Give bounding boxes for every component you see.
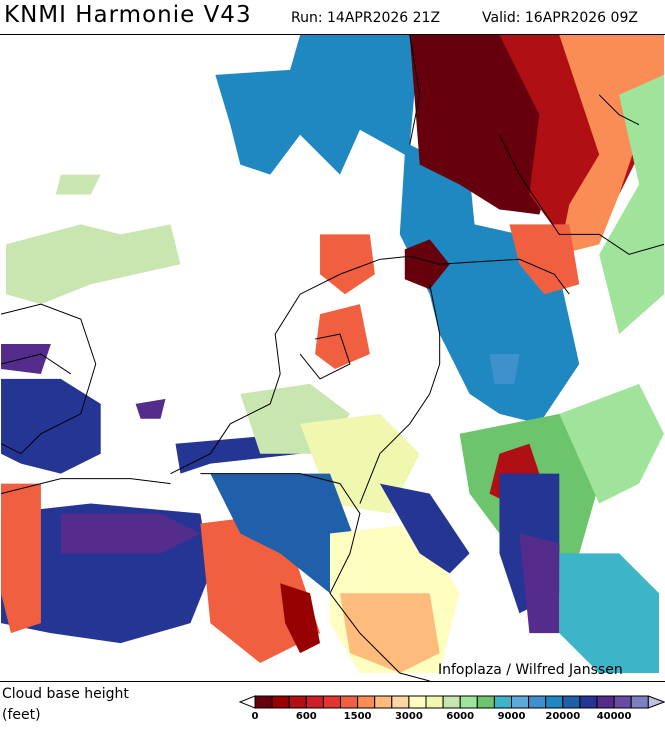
cloud-base-region — [135, 398, 166, 419]
credit-label: Infoplaza / Wilfred Janssen — [438, 662, 623, 678]
valid-time: Valid: 16APR2026 09Z — [482, 10, 638, 26]
cloud-base-region — [55, 174, 101, 195]
legend-color-box — [613, 695, 632, 709]
legend-tick-label: 6000 — [446, 711, 474, 722]
legend-color-box — [630, 695, 649, 709]
legend-tick-label: 20000 — [545, 711, 580, 722]
legend-tick-label: 1500 — [344, 711, 372, 722]
cloud-base-region — [315, 304, 370, 369]
cloud-base-region — [339, 593, 440, 674]
legend-tick-label: 0 — [252, 711, 259, 722]
legend-color-box — [442, 695, 461, 709]
cloud-base-region — [1, 378, 101, 474]
cloud-base-region — [519, 533, 560, 634]
legend-color-box — [425, 695, 444, 709]
legend-color-box — [596, 695, 615, 709]
legend-caption: Cloud base height — [2, 686, 129, 702]
cloud-base-region — [60, 513, 201, 554]
legend-color-box — [271, 695, 290, 709]
legend-color-box — [528, 695, 547, 709]
legend-tick-label: 9000 — [498, 711, 526, 722]
legend-color-box — [254, 695, 273, 709]
color-legend: 0 600 1500 3000 6000 9000 20000 40000 — [238, 695, 665, 722]
cloud-base-region — [404, 239, 450, 290]
coastline-border — [499, 134, 665, 255]
legend-color-box — [391, 695, 410, 709]
legend-color-box — [305, 695, 324, 709]
legend-color-box — [322, 695, 342, 709]
cloud-base-region — [509, 224, 580, 295]
cloud-base-region — [280, 583, 321, 654]
cloud-base-region — [599, 74, 664, 335]
legend-color-box — [357, 695, 376, 709]
coastline-border — [598, 94, 640, 126]
cloud-base-region — [215, 35, 580, 424]
legend-color-box — [476, 695, 495, 709]
legend-tick-label: 600 — [296, 711, 317, 722]
legend-color-box — [579, 695, 598, 709]
cloud-base-region — [320, 234, 375, 295]
legend-color-box — [545, 695, 564, 709]
coastline-border — [200, 473, 430, 681]
legend-tick-label: 40000 — [597, 711, 632, 722]
legend-color-box — [288, 695, 307, 709]
legend-color-box — [374, 695, 393, 709]
cloud-base-region — [409, 35, 560, 215]
coastline-border — [409, 35, 421, 145]
cloud-base-region — [210, 473, 360, 594]
run-time: Run: 14APR2026 21Z — [291, 10, 441, 26]
cloud-base-region — [559, 553, 659, 674]
legend-tick-label: 3000 — [395, 711, 423, 722]
cloud-base-region — [6, 224, 181, 305]
legend-color-box — [459, 695, 478, 709]
legend-under-arrow — [238, 695, 256, 709]
legend-color-box — [511, 695, 530, 709]
legend-color-box — [493, 695, 512, 709]
coastline-border — [359, 284, 441, 504]
legend-color-box — [408, 695, 427, 709]
page-title: KNMI Harmonie V43 — [4, 2, 252, 28]
cloud-base-region — [489, 354, 520, 384]
cloud-base-region — [379, 483, 470, 574]
coastline-border — [0, 478, 171, 495]
cloud-base-region — [1, 483, 41, 634]
legend-over-arrow — [647, 695, 665, 709]
coastline-border — [0, 303, 97, 455]
coastline-border — [0, 353, 72, 375]
coastline-border — [170, 255, 570, 475]
cloud-base-map — [0, 34, 665, 682]
cloud-base-region — [559, 383, 664, 504]
legend-units: (feet) — [2, 707, 41, 723]
legend-color-box — [562, 695, 581, 709]
legend-color-box — [340, 695, 359, 709]
cloud-base-region — [1, 344, 51, 374]
coastline-border — [299, 333, 351, 380]
